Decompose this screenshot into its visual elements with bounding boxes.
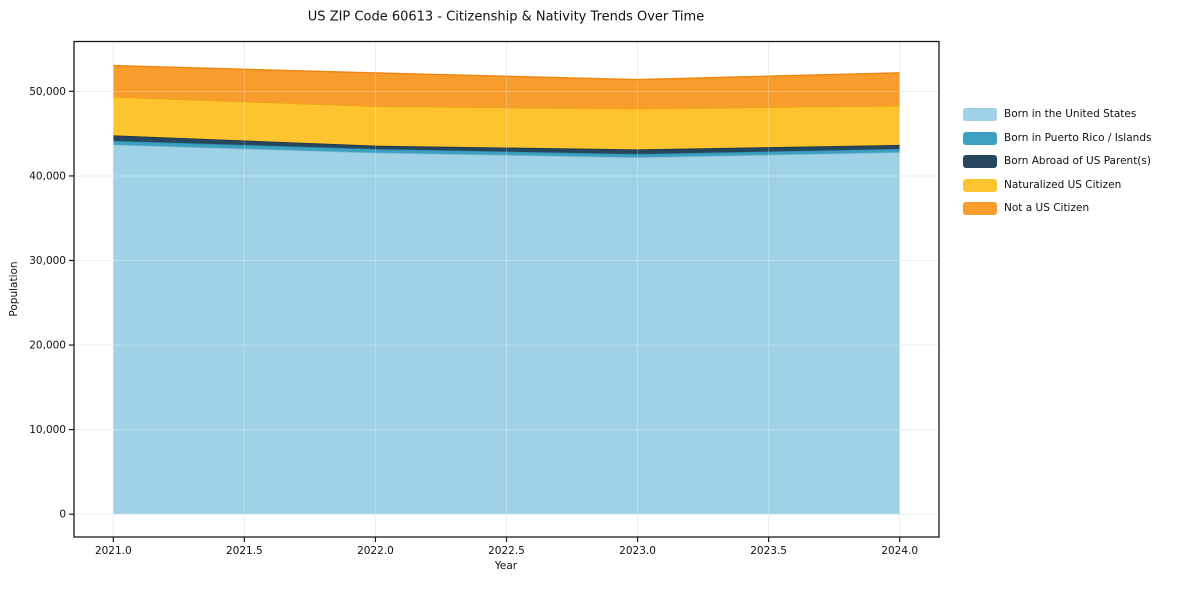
area-born-in-the-united-states (113, 144, 900, 515)
x-tick-label: 2023.5 (750, 545, 787, 557)
x-tick-label: 2022.5 (488, 545, 525, 557)
chart-title: US ZIP Code 60613 - Citizenship & Nativi… (307, 9, 705, 25)
legend-item-not-a-us-citizen: Not a US Citizen (963, 202, 1151, 215)
legend-label-born-abroad-of-us-parent-s: Born Abroad of US Parent(s) (1004, 155, 1151, 167)
legend-item-born-in-the-united-states: Born in the United States (963, 108, 1151, 121)
x-tick-label: 2022.0 (357, 545, 394, 557)
y-tick-label: 10,000 (29, 424, 66, 436)
legend-swatch-not-a-us-citizen (963, 202, 997, 215)
y-tick-label: 30,000 (29, 255, 66, 267)
legend-swatch-born-abroad-of-us-parent-s (963, 155, 997, 168)
axis-ticks: 0 10,000 20,000 30,000 40,000 50,000 2021.0 202… (29, 86, 918, 557)
x-tick-label: 2021.0 (95, 545, 132, 557)
legend-swatch-naturalized-us-citizen (963, 178, 997, 192)
legend-label-naturalized-us-citizen: Naturalized US Citizen (1004, 178, 1122, 191)
legend: Born in the United States Born in Puerto … (963, 108, 1151, 215)
x-tick-label: 2024.0 (881, 545, 918, 557)
gridlines-over (74, 41, 939, 537)
area-edge-not-a-us-citizen (113, 64, 900, 81)
area-naturalized-us-citizen (113, 96, 900, 150)
legend-item-born-in-puerto-rico-islands: Born in Puerto Rico / Islands (963, 131, 1152, 145)
legend-item-born-abroad-of-us-parent-s: Born Abroad of US Parent(s) (963, 155, 1151, 168)
y-tick-label: 50,000 (29, 86, 66, 98)
legend-label-not-a-us-citizen: Not a US Citizen (1004, 202, 1090, 214)
x-axis-label: Year (494, 560, 518, 572)
y-tick-label: 40,000 (29, 170, 66, 182)
legend-item-naturalized-us-citizen: Naturalized US Citizen (963, 178, 1151, 192)
legend-label-born-in-puerto-rico-islands: Born in Puerto Rico / Islands (1004, 131, 1152, 144)
x-tick-label: 2023.0 (619, 545, 656, 557)
y-tick-label: 0 (59, 509, 66, 521)
legend-label-born-in-the-united-states: Born in the United States (1004, 108, 1137, 120)
y-tick-label: 20,000 (29, 340, 66, 352)
area-born-abroad-of-us-parent-s (113, 135, 900, 155)
legend-swatch-born-in-the-united-states (963, 108, 997, 121)
area-not-a-us-citizen (113, 65, 900, 109)
legend-swatch-born-in-puerto-rico-islands (963, 131, 997, 145)
y-axis-label: Population (8, 261, 20, 317)
x-tick-label: 2021.5 (226, 545, 263, 557)
